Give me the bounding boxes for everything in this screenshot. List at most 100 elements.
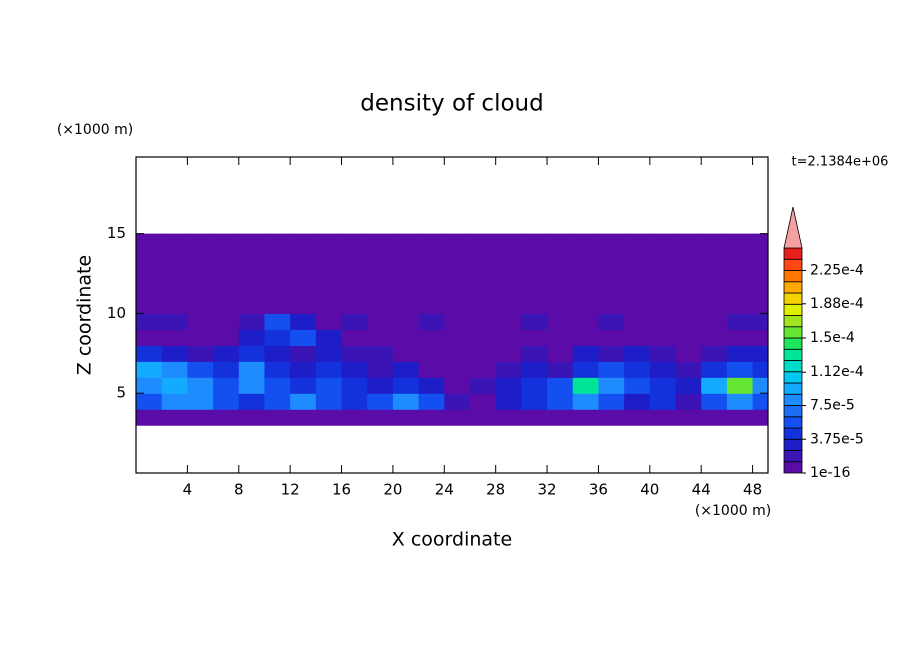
cell [547, 409, 574, 426]
colorbar-tick-label: 7.5e-5 [810, 398, 855, 414]
colorbar-extend [783, 206, 803, 249]
cell [752, 329, 768, 346]
cell [136, 265, 163, 283]
cell [136, 249, 163, 267]
cell [649, 265, 677, 283]
cell [213, 249, 240, 267]
cell [572, 265, 600, 283]
colorbar-box [783, 326, 803, 339]
cell [238, 233, 266, 251]
cell [675, 249, 702, 267]
colorbar-box [783, 292, 803, 305]
cell [264, 409, 291, 426]
cell [598, 265, 625, 283]
cell [418, 233, 445, 251]
cell [598, 249, 625, 267]
x-axis-label: X coordinate [392, 529, 512, 551]
cell [264, 393, 291, 410]
cell [341, 361, 368, 378]
cell [136, 361, 163, 378]
cell [521, 265, 548, 283]
colorbar-tick-label: 1.5e-4 [810, 330, 855, 346]
cell [315, 409, 343, 426]
cell [392, 249, 420, 267]
cell [598, 313, 625, 330]
cell [649, 313, 677, 330]
cell [290, 361, 317, 378]
cell [521, 409, 548, 426]
cell [572, 313, 600, 330]
y-unit: (×1000 m) [57, 122, 133, 138]
cell [367, 393, 394, 410]
cell [315, 297, 343, 315]
cell [367, 281, 394, 299]
cell [598, 281, 625, 299]
cell [547, 249, 574, 267]
cell [341, 393, 368, 410]
cell [598, 233, 625, 251]
colorbar-box [783, 337, 803, 350]
x-tick-label: 40 [640, 481, 659, 499]
cell [624, 329, 651, 346]
cell [726, 409, 754, 426]
cell [572, 345, 600, 362]
cell [547, 377, 574, 394]
cell [315, 329, 343, 346]
cell [649, 393, 677, 410]
cell [444, 233, 471, 251]
cell [367, 249, 394, 267]
cell [547, 329, 574, 346]
cell [341, 281, 368, 299]
cell [315, 281, 343, 299]
cell [521, 313, 548, 330]
cell [136, 377, 163, 394]
cell [572, 393, 600, 410]
cell [752, 345, 768, 362]
cell [521, 297, 548, 315]
cell [392, 393, 420, 410]
x-tick-label: 24 [435, 481, 454, 499]
colorbar-box [783, 438, 803, 451]
cell [290, 265, 317, 283]
cell [649, 345, 677, 362]
cell [675, 265, 702, 283]
cell [213, 345, 240, 362]
cell [598, 329, 625, 346]
cell [752, 281, 768, 299]
cell [341, 265, 368, 283]
cell [264, 361, 291, 378]
y-axis-label: Z coordinate [74, 255, 96, 375]
cell [598, 393, 625, 410]
cell [341, 233, 368, 251]
cell [469, 345, 497, 362]
cell [675, 393, 702, 410]
cell [187, 329, 214, 346]
cell [187, 297, 214, 315]
cell [624, 265, 651, 283]
x-tick-label: 28 [486, 481, 505, 499]
cell [726, 377, 754, 394]
colorbar-box [783, 405, 803, 418]
cell [675, 361, 702, 378]
cell [495, 313, 522, 330]
cell [392, 361, 420, 378]
cell [264, 281, 291, 299]
cell [187, 345, 214, 362]
cell [444, 361, 471, 378]
cell [161, 329, 188, 346]
cell [495, 281, 522, 299]
cell [161, 393, 188, 410]
cell [418, 265, 445, 283]
cell [752, 377, 768, 394]
cell [341, 249, 368, 267]
cell [521, 249, 548, 267]
cell [572, 297, 600, 315]
cell [213, 265, 240, 283]
cell [418, 281, 445, 299]
cell [161, 409, 188, 426]
cell [290, 345, 317, 362]
cell [752, 409, 768, 426]
annotation: t=2.1384e+06 [792, 155, 889, 170]
cell [572, 377, 600, 394]
cell [264, 297, 291, 315]
